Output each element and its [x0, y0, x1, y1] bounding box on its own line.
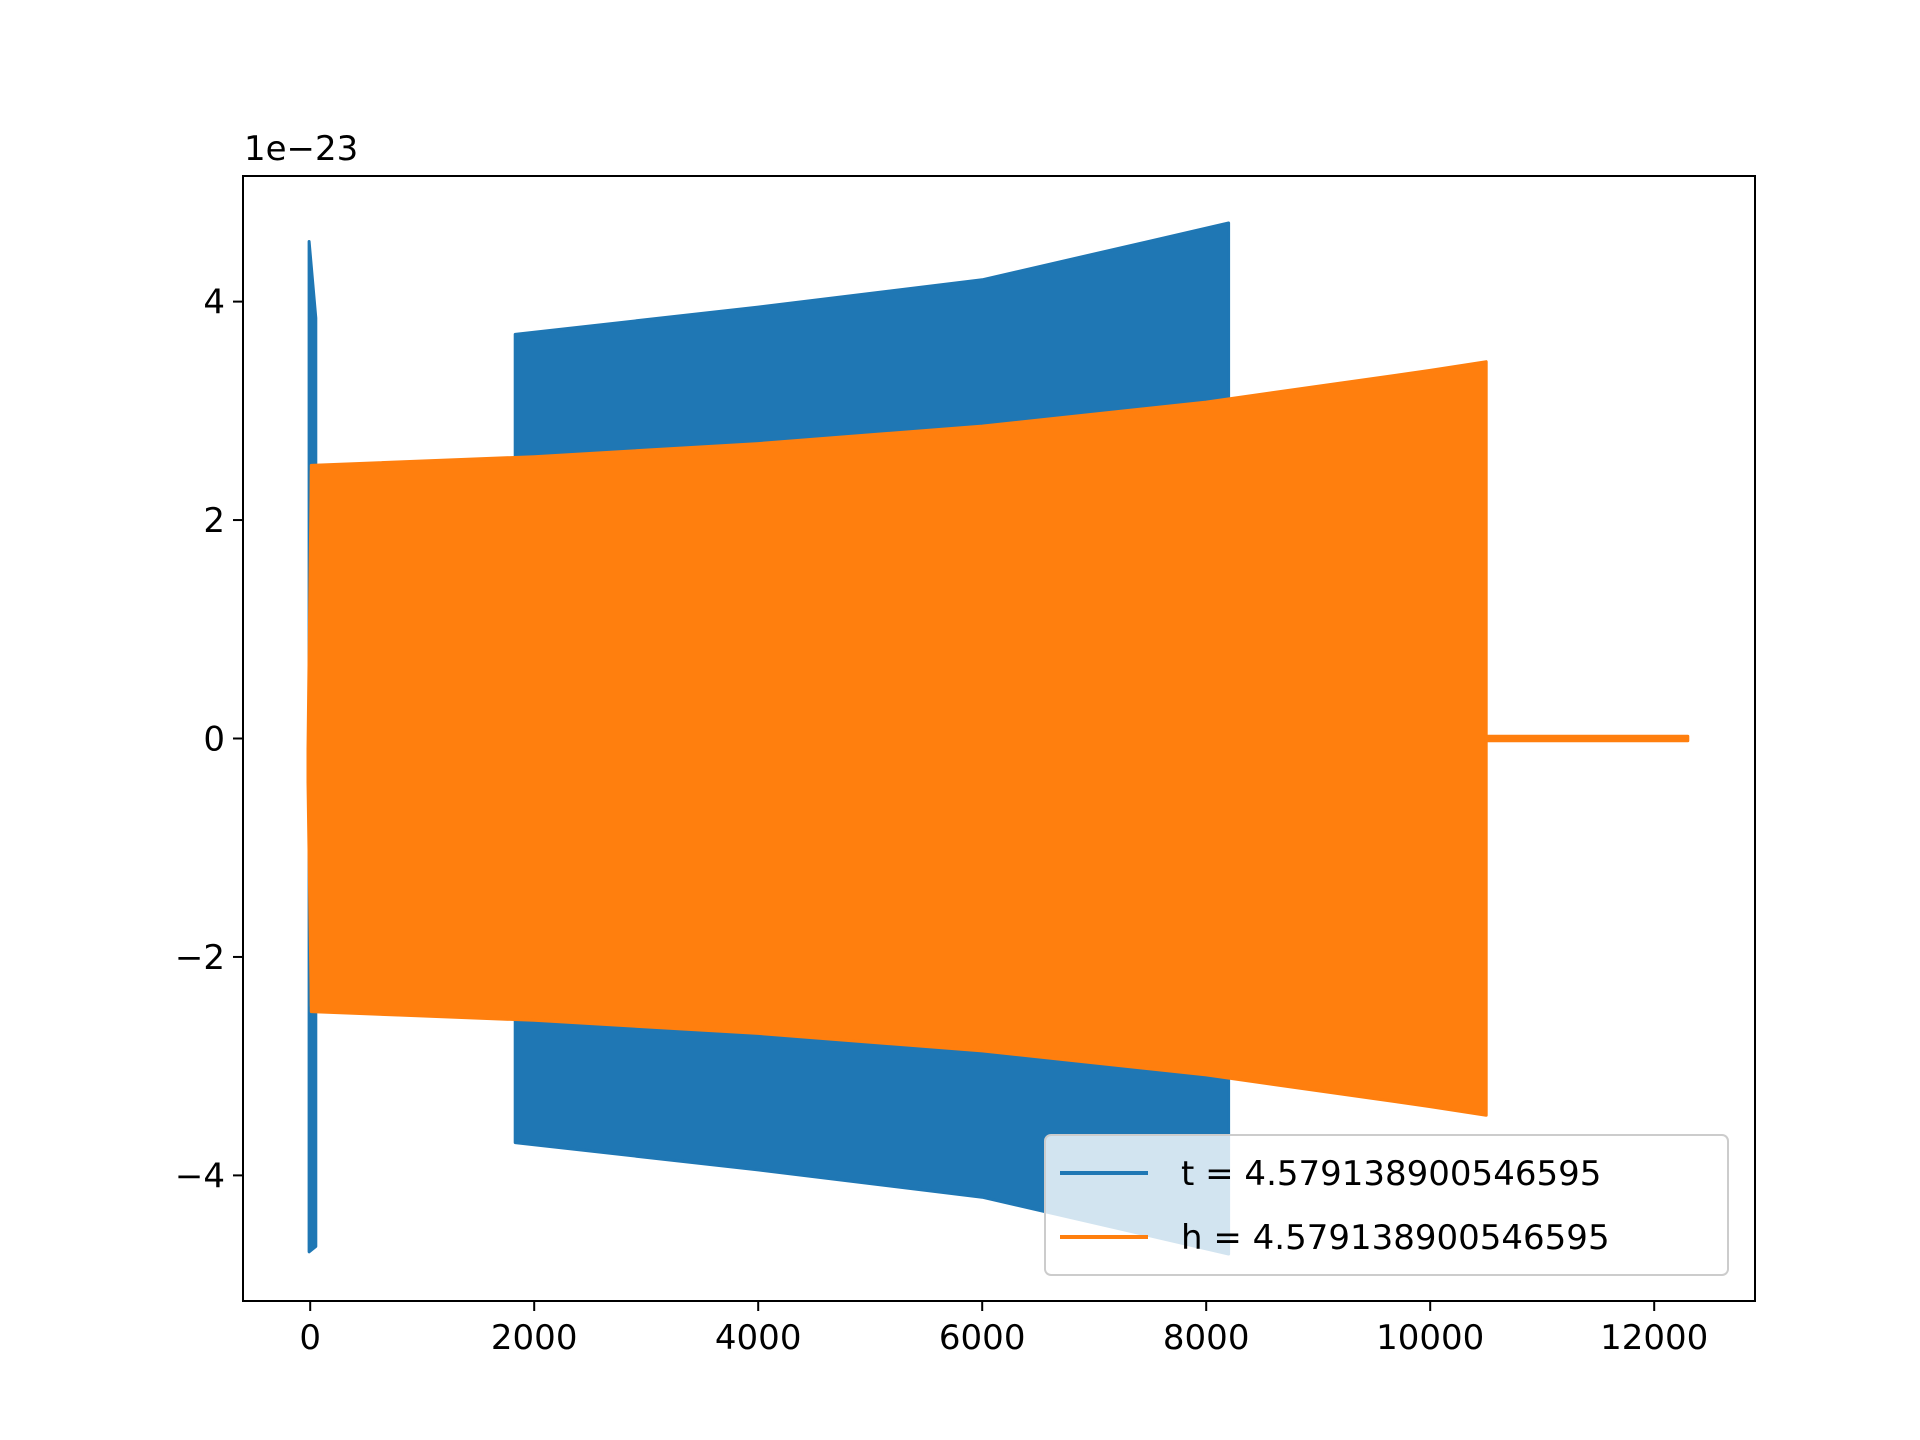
series-layer	[306, 221, 1690, 1256]
y-tick-label: 2	[203, 501, 225, 541]
y-tick-label: −4	[175, 1156, 225, 1196]
series-orange	[306, 360, 1690, 1117]
x-tick-label: 8000	[1163, 1318, 1250, 1358]
legend-label: h = 4.579138900546595	[1181, 1218, 1610, 1258]
series-segment	[1484, 734, 1690, 743]
x-tick-label: 4000	[715, 1318, 802, 1358]
legend-label: t = 4.579138900546595	[1181, 1154, 1601, 1194]
x-axis: 0 2000 4000 6000 8000 10000 12000	[299, 1301, 1708, 1358]
y-tick-label: 0	[203, 720, 225, 760]
x-tick-label: 10000	[1376, 1318, 1484, 1358]
y-tick-label: 4	[203, 283, 225, 323]
y-axis: −4 −2 0 2 4	[175, 283, 243, 1196]
legend-box	[1044, 1134, 1729, 1276]
x-tick-label: 2000	[491, 1318, 578, 1358]
x-tick-label: 12000	[1600, 1318, 1708, 1358]
x-tick-label: 6000	[939, 1318, 1026, 1358]
y-offset-label: 1e−23	[244, 129, 358, 169]
series-segment	[309, 360, 1488, 1117]
x-tick-label: 0	[299, 1318, 321, 1358]
legend: t = 4.579138900546595 h = 4.5791389005465…	[1044, 1134, 1729, 1276]
y-tick-label: −2	[175, 938, 225, 978]
